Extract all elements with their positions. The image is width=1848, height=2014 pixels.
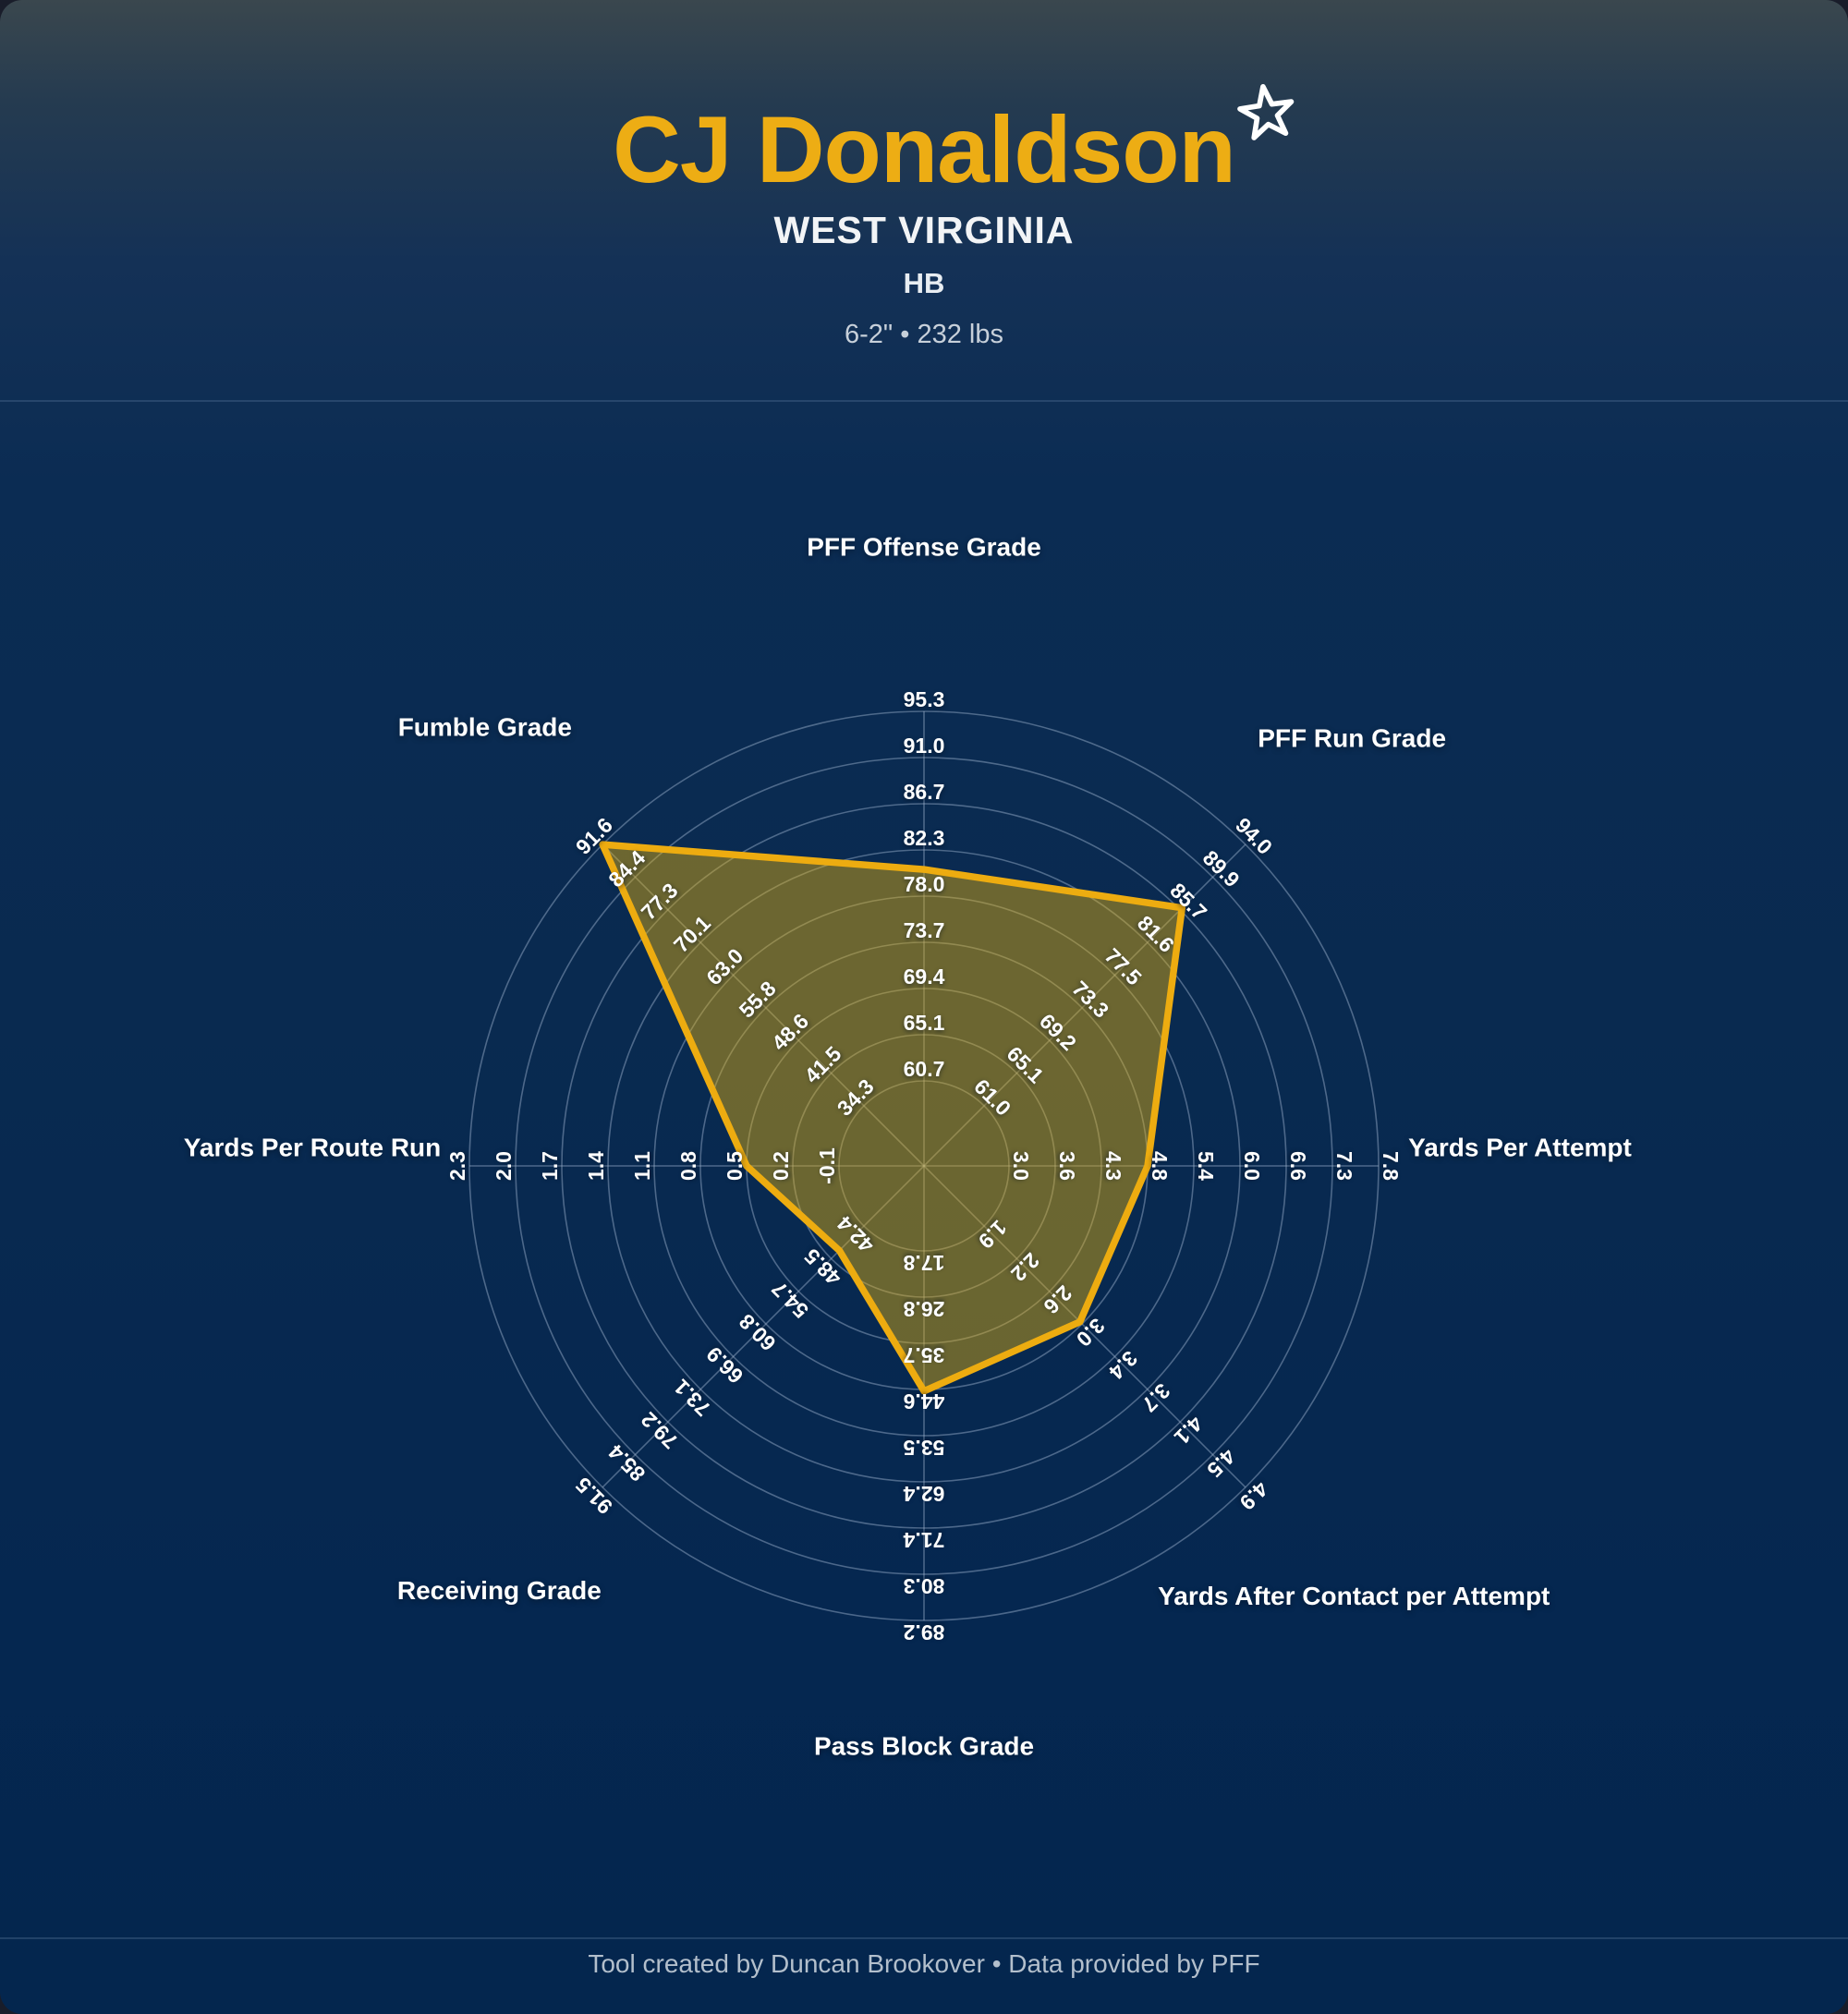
tick-label: 26.8 xyxy=(903,1297,944,1321)
tick-label: 7.3 xyxy=(1332,1151,1356,1181)
tick-label: 3.6 xyxy=(1055,1151,1079,1181)
tick-label: 3.0 xyxy=(1009,1151,1033,1181)
tick-label: 65.1 xyxy=(904,1011,945,1035)
tick-label: 91.0 xyxy=(904,734,945,758)
tick-label: 95.3 xyxy=(904,687,945,711)
axis-pff-offense-grade: 60.7 65.1 69.4 73.7 78.0 82.3 86.7 91.0 95.3 PFF … xyxy=(807,533,1041,1082)
tick-label: 62.4 xyxy=(903,1482,944,1506)
grid-ring xyxy=(468,710,1380,1621)
tick-label: 0.2 xyxy=(769,1151,793,1181)
axis-label-pff-run-grade: PFF Run Grade xyxy=(1258,723,1446,752)
axis-label-pass-block-grade: Pass Block Grade xyxy=(814,1732,1034,1761)
tick-label: -0.1 xyxy=(815,1147,839,1184)
tick-label: 4.3 xyxy=(1101,1151,1125,1181)
tick-label: 5.4 xyxy=(1194,1151,1218,1181)
tick-label: 53.5 xyxy=(903,1436,944,1460)
tick-label: 82.3 xyxy=(904,826,945,850)
axis-label-fumble-grade: Fumble Grade xyxy=(398,712,572,741)
grid-ring xyxy=(653,895,1195,1437)
star-icon[interactable] xyxy=(1231,78,1303,150)
tick-label: 7.8 xyxy=(1379,1151,1403,1181)
player-stats-polygon xyxy=(599,841,1186,1395)
tick-label: 69.4 xyxy=(904,965,945,989)
tick-label: 71.4 xyxy=(903,1528,944,1552)
tick-label: 6.0 xyxy=(1240,1151,1264,1181)
tick-label: 1.1 xyxy=(630,1151,654,1181)
footer-divider xyxy=(0,1937,1848,1939)
tick-label: 2.3 xyxy=(445,1151,469,1181)
grid-ring xyxy=(792,1034,1056,1298)
tick-label: 0.5 xyxy=(723,1151,747,1181)
position-label: HB xyxy=(903,267,945,299)
footer-credit: Tool created by Duncan Brookover • Data … xyxy=(588,1949,1260,1978)
tick-label: 1.4 xyxy=(584,1151,608,1181)
tick-label: 17.8 xyxy=(903,1251,944,1275)
axis-spoke-fumble-grade xyxy=(602,843,925,1167)
tick-label: 44.6 xyxy=(904,1389,945,1413)
page-title: CJ Donaldson xyxy=(613,97,1236,202)
tick-label: 78.0 xyxy=(904,872,945,896)
grid-ring xyxy=(561,803,1287,1529)
grid-ring xyxy=(838,1080,1010,1252)
axis-label-yards-per-attempt: Yards Per Attempt xyxy=(1408,1134,1632,1162)
tick-label: 2.0 xyxy=(492,1151,516,1181)
axis-label-yards-per-route-run: Yards Per Route Run xyxy=(184,1134,442,1162)
grid-ring xyxy=(515,757,1333,1575)
radar-grid xyxy=(468,710,1380,1621)
axis-spoke-receiving-grade xyxy=(602,1165,925,1488)
grid-ring xyxy=(607,849,1241,1483)
tick-label: 35.7 xyxy=(904,1343,945,1367)
tick-label: 1.7 xyxy=(538,1151,562,1181)
tick-label: 73.7 xyxy=(904,918,945,942)
team-name: WEST VIRGINIA xyxy=(773,209,1075,251)
axis-spoke-pff-run-grade xyxy=(923,843,1246,1167)
tick-label: 80.3 xyxy=(904,1574,945,1598)
axis-label-yards-after-contact-per-attempt: Yards After Contact per Attempt xyxy=(1158,1582,1550,1610)
tick-label: 0.8 xyxy=(676,1151,700,1181)
axis-label-receiving-grade: Receiving Grade xyxy=(397,1576,602,1605)
axis-pass-block-grade: 17.8 26.8 35.7 44.6 53.5 62.4 71.4 80.3 89.2 Pass… xyxy=(814,1251,1034,1761)
measurables: 6-2" • 232 lbs xyxy=(845,320,1003,349)
tick-label: 4.8 xyxy=(1148,1151,1172,1181)
tick-label: 60.7 xyxy=(904,1057,945,1081)
tick-label: 86.7 xyxy=(904,780,945,804)
tick-label: 6.6 xyxy=(1286,1151,1310,1181)
header: CJ Donaldson WEST VIRGINIA HB 6-2" • 232… xyxy=(0,0,1848,402)
axis-spoke-yards-after-contact-per-attempt xyxy=(923,1165,1246,1488)
tick-label: 89.2 xyxy=(904,1620,945,1644)
axis-label-pff-offense-grade: PFF Offense Grade xyxy=(807,533,1041,562)
